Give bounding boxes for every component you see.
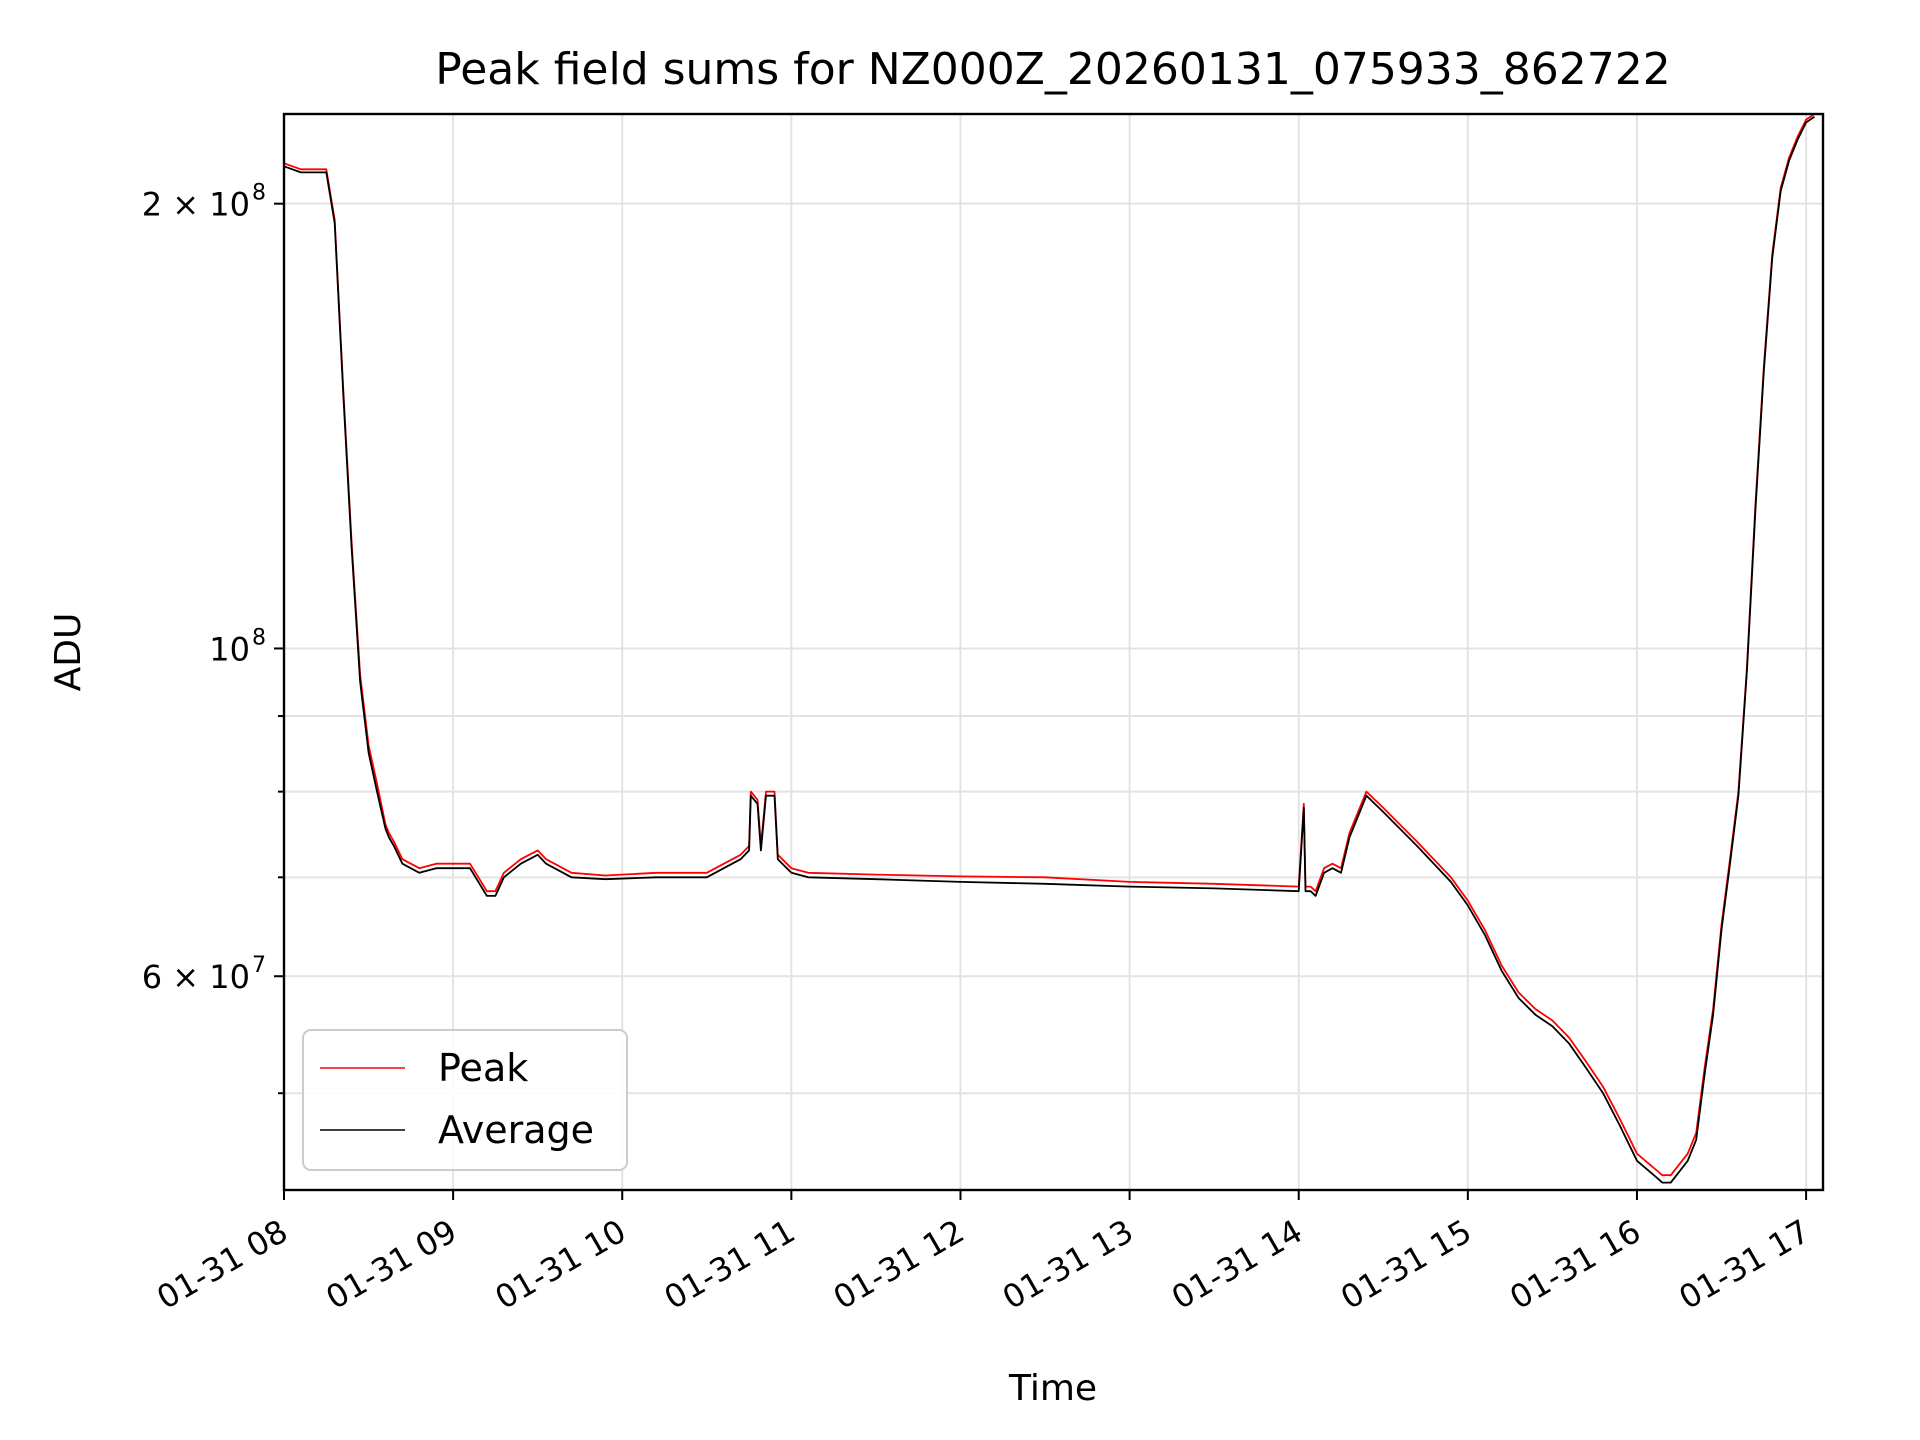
- y-tick-label: 10: [209, 630, 250, 668]
- y-axis: 6 × 10 710 82 × 10 8: [142, 181, 284, 1095]
- y-tick-exponent: 8: [252, 625, 266, 650]
- y-tick-base: 6 × 10: [142, 958, 250, 996]
- x-axis-label: Time: [1008, 1368, 1097, 1409]
- chart-title: Peak field sums for NZ000Z_20260131_0759…: [435, 44, 1671, 95]
- legend-label-average: Average: [438, 1108, 594, 1152]
- y-tick-base: 2 × 10: [142, 186, 250, 224]
- plot-frame: [282, 112, 1825, 1192]
- legend-box: [302, 1029, 628, 1171]
- grid: [283, 114, 1823, 1190]
- y-axis-label: ADU: [48, 613, 89, 692]
- y-tick-exponent: 7: [252, 953, 266, 978]
- y-tick-exponent: 8: [252, 181, 266, 206]
- legend-label-peak: Peak: [438, 1046, 528, 1090]
- y-tick-base: 10: [209, 630, 250, 668]
- y-tick-label: 2 × 10: [142, 186, 250, 224]
- series-line-average: [283, 116, 1815, 1184]
- legend: Peak Average: [302, 1029, 628, 1171]
- y-tick-label: 6 × 10: [142, 958, 250, 996]
- plot-lines: [283, 113, 1815, 1184]
